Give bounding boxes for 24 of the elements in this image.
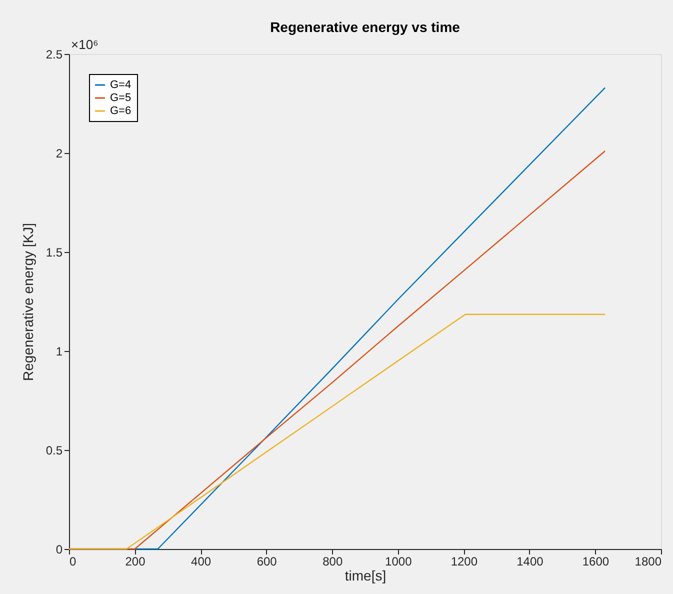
x-tick-label: 0 bbox=[70, 554, 76, 568]
legend-label: G=5 bbox=[110, 92, 132, 104]
y-tick-label: 2 bbox=[56, 146, 63, 160]
x-tick-label: 600 bbox=[256, 554, 278, 568]
y-tick-label: 1.5 bbox=[46, 246, 63, 260]
legend-label: G=4 bbox=[110, 79, 132, 91]
x-tick-label: 1200 bbox=[450, 554, 478, 568]
y-tick-label: 0 bbox=[56, 542, 63, 556]
text: ×10⁶ bbox=[71, 37, 98, 52]
y-tick-label: 2.5 bbox=[46, 48, 63, 62]
chart-title: Regenerative energy vs time bbox=[270, 19, 460, 35]
x-tick-label: 1800 bbox=[634, 554, 662, 568]
x-tick-label: 200 bbox=[125, 554, 146, 568]
x-tick-label: 1400 bbox=[516, 554, 544, 568]
y-tick-label: 1 bbox=[56, 344, 63, 358]
x-axis-title: time[s] bbox=[344, 568, 386, 584]
line-series bbox=[68, 314, 606, 550]
x-tick-label: 1600 bbox=[582, 554, 610, 568]
legend-label: G=6 bbox=[110, 105, 132, 117]
y-tick-label: 0.5 bbox=[46, 444, 63, 458]
y-axis-title: Regenerative energy [KJ] bbox=[20, 223, 36, 381]
x-tick-label: 1000 bbox=[385, 554, 412, 568]
x-tick-label: 800 bbox=[322, 554, 343, 568]
x-tick-label: 400 bbox=[191, 554, 212, 568]
